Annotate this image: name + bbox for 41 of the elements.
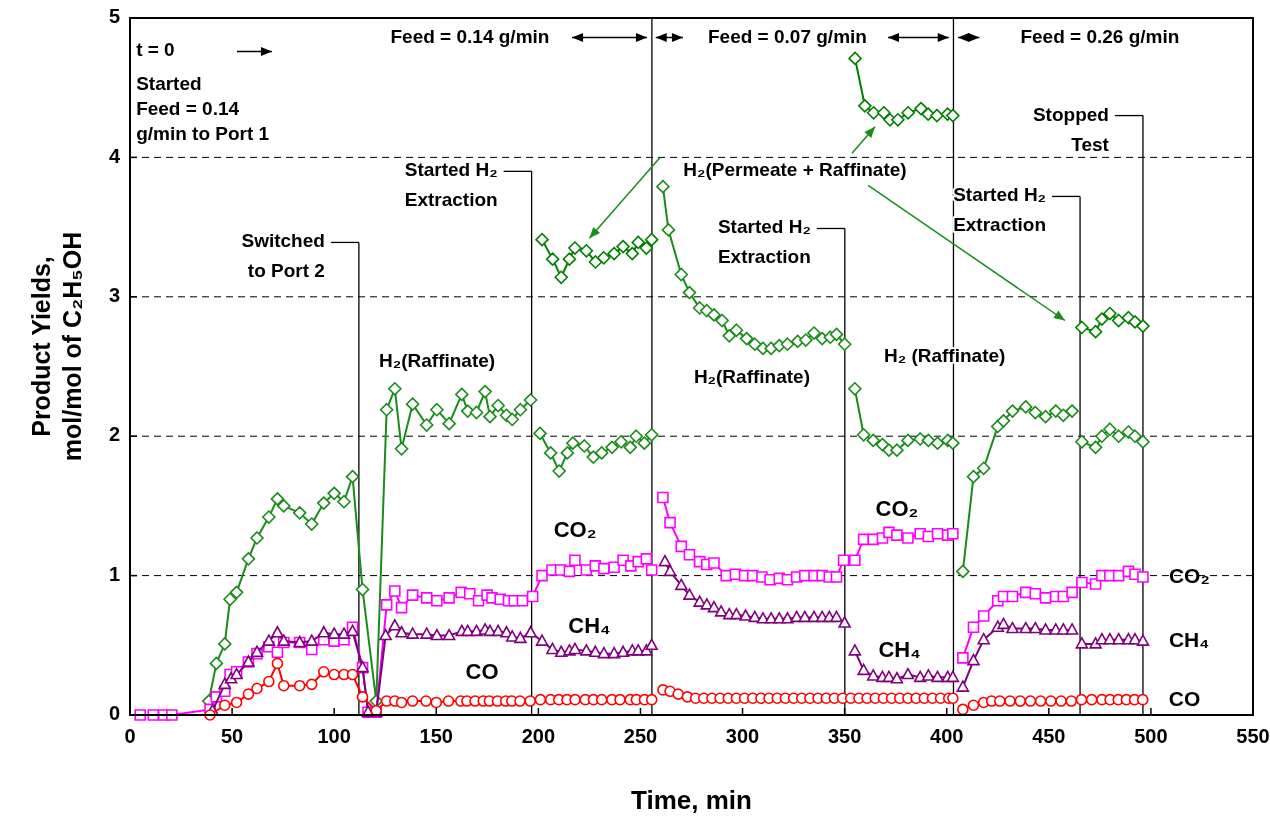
x-tick-label: 400 bbox=[930, 725, 964, 747]
x-tick-label: 550 bbox=[1236, 725, 1270, 747]
series-label: CH₄ bbox=[1168, 627, 1210, 651]
series-label: CO bbox=[1168, 686, 1201, 710]
series-label: CO₂ bbox=[1168, 563, 1210, 587]
annotation: Started H₂ Extraction bbox=[953, 184, 1047, 236]
x-tick-label: 150 bbox=[419, 725, 453, 747]
annotation: Feed = 0.07 g/min bbox=[708, 25, 867, 47]
annotation: H₂(Permeate + Raffinate) bbox=[683, 159, 907, 181]
annotation: CO bbox=[465, 658, 499, 684]
annotation: Feed = 0.26 g/min bbox=[1020, 25, 1180, 47]
y-tick-label: 1 bbox=[108, 562, 120, 585]
y-tick-label: 4 bbox=[108, 144, 121, 167]
annotation: CO₂ bbox=[875, 495, 919, 521]
x-tick-label: 50 bbox=[220, 725, 244, 747]
y-tick-label: 5 bbox=[108, 5, 120, 28]
annotation: Switched to Port 2 bbox=[241, 230, 325, 282]
x-axis-title: Time, min bbox=[631, 785, 752, 815]
annotation: Stopped Test bbox=[1032, 103, 1110, 155]
annotation: Started H₂ Extraction bbox=[717, 216, 811, 268]
x-tick-label: 450 bbox=[1032, 725, 1066, 747]
annotation: Started Feed = 0.14 g/min to Port 1 bbox=[136, 72, 270, 144]
annotation: H₂(Raffinate) bbox=[379, 350, 496, 372]
annotation: Feed = 0.14 g/min bbox=[390, 25, 550, 47]
x-tick-label: 350 bbox=[827, 725, 862, 747]
x-tick-label: 500 bbox=[1134, 725, 1168, 747]
x-tick-label: 300 bbox=[725, 725, 760, 747]
y-tick-label: 2 bbox=[108, 423, 120, 446]
x-tick-label: 100 bbox=[317, 725, 351, 747]
y-axis-title: Product Yields, mol/mol of C₂H₅OH bbox=[27, 231, 86, 462]
y-tick-label: 0 bbox=[108, 702, 120, 725]
y-tick-label: 3 bbox=[108, 284, 120, 307]
annotation: CH₄ bbox=[568, 612, 611, 638]
annotation: CO₂ bbox=[553, 516, 597, 542]
x-tick-label: 250 bbox=[623, 725, 658, 747]
annotation: t = 0 bbox=[136, 39, 175, 61]
annotation: CH₄ bbox=[878, 636, 921, 662]
x-tick-label: 200 bbox=[521, 725, 556, 747]
annotation: H₂(Raffinate) bbox=[693, 365, 810, 387]
x-tick-label: 0 bbox=[124, 725, 136, 747]
annotation: Started H₂ Extraction bbox=[404, 159, 498, 211]
